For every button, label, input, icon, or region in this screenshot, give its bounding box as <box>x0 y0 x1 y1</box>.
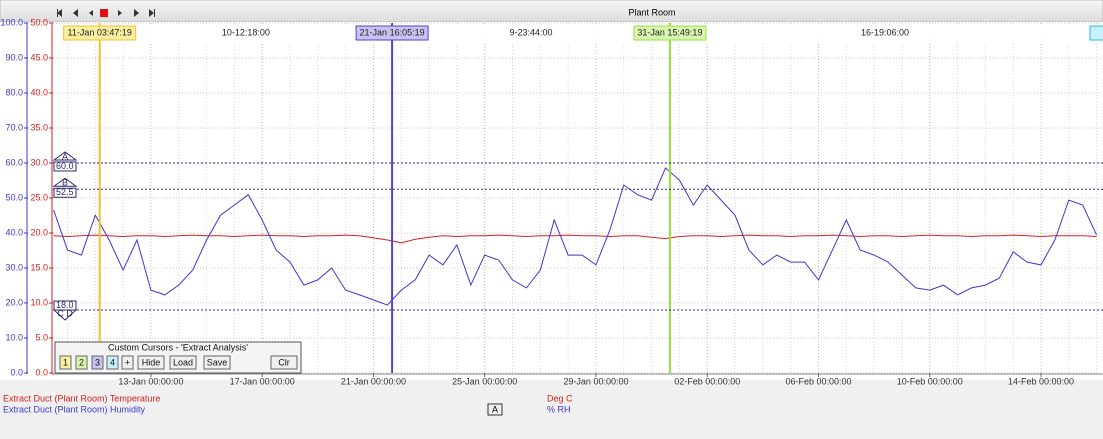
interval-label: 10-12:18:00 <box>222 27 270 37</box>
panel-button-label[interactable]: 4 <box>110 357 115 367</box>
series-line <box>53 167 1098 306</box>
chart-panel <box>0 22 1103 380</box>
x-tick-label: 14-Feb 00:00:00 <box>1008 376 1074 386</box>
y2-tick-label: 30.0 <box>30 157 48 167</box>
panel-button[interactable] <box>270 355 298 370</box>
cursor-label: 21-Jan 16:05:19 <box>360 27 425 37</box>
panel-button[interactable] <box>203 355 231 370</box>
legend-label: Extract Duct (Plant Room) Humidity <box>3 404 146 414</box>
panel-button[interactable] <box>121 355 134 370</box>
y-tick-label: 40.0 <box>5 227 23 237</box>
prev-button[interactable] <box>73 9 78 17</box>
y2-tick-label: 25.0 <box>30 192 48 202</box>
panel-button[interactable] <box>137 355 165 370</box>
panel-button[interactable] <box>91 355 104 370</box>
y-tick-label: 0.0 <box>10 367 23 377</box>
panel-button-label[interactable]: + <box>125 357 130 367</box>
x-tick-label: 29-Jan 00:00:00 <box>563 376 628 386</box>
interval-label: 9-23:44:00 <box>509 27 552 37</box>
panel-button-label[interactable]: 1 <box>63 357 68 367</box>
cursor-name: C D <box>57 308 73 318</box>
next-button[interactable] <box>134 9 139 17</box>
cursor-value-box <box>53 161 77 172</box>
legend-label: Extract Duct (Plant Room) Temperature <box>3 393 160 403</box>
legend-unit: Deg C <box>547 393 573 403</box>
x-tick-label: 06-Feb 00:00:00 <box>785 376 851 386</box>
y-tick-label: 20.0 <box>5 297 23 307</box>
panel-button-label[interactable]: Save <box>207 357 228 367</box>
x-tick-label: 21-Jan 00:00:00 <box>341 376 406 386</box>
cursor-value: 52.5 <box>56 187 74 197</box>
y2-tick-label: 35.0 <box>30 122 48 132</box>
y2-tick-label: 15.0 <box>30 262 48 272</box>
y2-tick-label: 0.0 <box>35 367 48 377</box>
cursor-value-box <box>53 187 77 198</box>
panel-button-label[interactable]: 2 <box>79 357 84 367</box>
x-tick-label: 02-Feb 00:00:00 <box>674 376 740 386</box>
panel-button[interactable] <box>59 355 72 370</box>
y-tick-label: 60.0 <box>5 157 23 167</box>
cursor-tag <box>52 309 78 321</box>
cursor-value: 18.0 <box>56 300 74 310</box>
panel-button-label[interactable]: 3 <box>95 357 100 367</box>
y-tick-label: 80.0 <box>5 87 23 97</box>
first-button[interactable] <box>57 9 62 17</box>
panel-button[interactable] <box>75 355 88 370</box>
y-tick-label: 30.0 <box>5 262 23 272</box>
step-button[interactable] <box>118 10 122 16</box>
toolbar <box>0 0 1103 23</box>
y-tick-label: 50.0 <box>5 192 23 202</box>
y2-tick-label: 40.0 <box>30 87 48 97</box>
y2-tick-label: 10.0 <box>30 297 48 307</box>
series-line <box>53 234 1097 244</box>
last-bar <box>154 9 155 17</box>
custom-cursors-title: Custom Cursors - 'Extract Analysis' <box>108 342 248 352</box>
cursor-tag <box>52 151 78 161</box>
x-tick-label: 10-Feb 00:00:00 <box>897 376 963 386</box>
overlay: 11-Jan 03:47:19 21-Jan 16:05:19 31-Jan 15:… <box>52 23 1103 374</box>
y-tick-label: 70.0 <box>5 122 23 132</box>
y-tick-label: 10.0 <box>5 332 23 342</box>
cursor-label: 11-Jan 03:47:19 <box>67 27 131 37</box>
last-button[interactable] <box>149 9 154 17</box>
y2-tick-label: 50.0 <box>30 17 48 27</box>
y2-tick-label: 20.0 <box>30 227 48 237</box>
window-title: Plant Room <box>628 7 675 17</box>
interval-label: 16-19:06:00 <box>861 27 909 37</box>
y2-tick-label: 5.0 <box>35 332 48 342</box>
legend-unit: % RH <box>547 404 571 414</box>
cursor-label-box <box>63 25 137 41</box>
cursor-strip <box>53 24 1103 42</box>
x-tick-label: 13-Jan 00:00:00 <box>118 376 183 386</box>
stop-button[interactable] <box>100 9 108 17</box>
panel-button-label[interactable]: Clr <box>278 357 290 367</box>
cursor-label: 31-Jan 15:49:19 <box>637 27 702 37</box>
y-tick-label: 100.0 <box>0 17 23 27</box>
toolbar-buttons[interactable] <box>57 9 155 17</box>
cursor-4-box <box>1089 25 1103 41</box>
x-tick-label: 17-Jan 00:00:00 <box>230 376 295 386</box>
footer-box <box>487 403 503 416</box>
cursor-value: 60.0 <box>56 161 74 171</box>
footer-box-label: A <box>492 404 498 414</box>
cursor-label-box <box>633 25 707 41</box>
step-back-button[interactable] <box>89 10 93 16</box>
first-bar <box>57 9 58 17</box>
cursor-name: A <box>62 151 68 161</box>
y-tick-label: 90.0 <box>5 52 23 62</box>
panel-button-label[interactable]: Load <box>173 357 193 367</box>
panel-button-label[interactable]: Hide <box>142 357 161 367</box>
cursor-name: B <box>62 178 68 188</box>
cursor-tag <box>52 177 78 187</box>
cursor-label-box <box>355 25 429 41</box>
panel-button[interactable] <box>169 355 197 370</box>
y2-tick-label: 45.0 <box>30 52 48 62</box>
chart: 0.010.020.030.040.050.060.070.080.090.01… <box>0 17 1103 386</box>
x-tick-label: 25-Jan 00:00:00 <box>452 376 517 386</box>
panel-button[interactable] <box>106 355 119 370</box>
